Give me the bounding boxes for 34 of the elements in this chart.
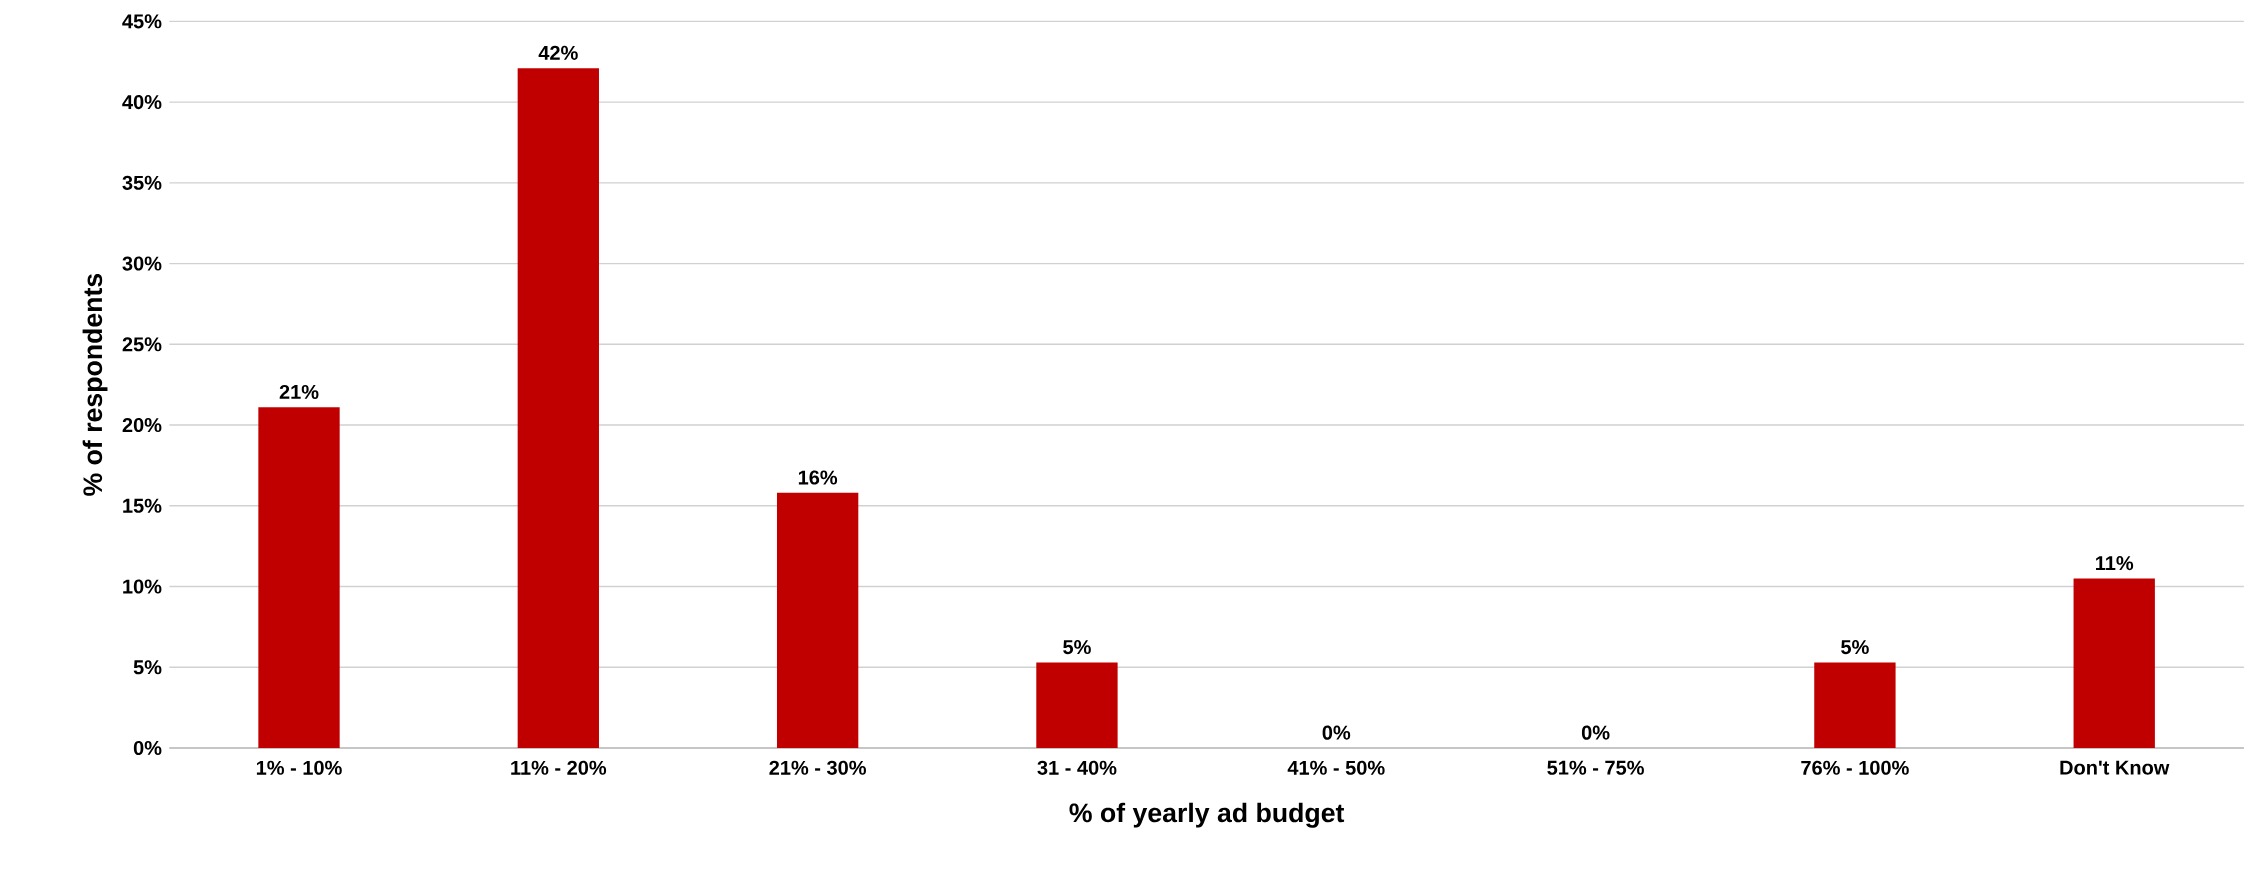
data-label: 21% xyxy=(279,385,319,400)
y-tick-label: 10% xyxy=(123,579,162,594)
data-label: 16% xyxy=(798,470,838,485)
y-tick-label: 30% xyxy=(122,256,162,271)
bar xyxy=(517,68,599,749)
x-tick-label: Don't Know xyxy=(2060,760,2170,775)
bar xyxy=(258,407,340,749)
y-tick-label: 40% xyxy=(122,95,162,110)
bar xyxy=(1036,662,1118,749)
bar xyxy=(2073,578,2155,749)
data-label: 0% xyxy=(1322,725,1351,740)
y-tick-label: 25% xyxy=(122,337,162,352)
bar xyxy=(1814,662,1896,749)
x-tick-label: 31 - 40% xyxy=(1037,760,1117,776)
bar xyxy=(776,493,859,749)
x-tick-label: 1% - 10% xyxy=(256,760,342,776)
y-tick-label: 20% xyxy=(122,418,162,433)
y-tick-label: 15% xyxy=(123,498,162,513)
y-tick-label: 35% xyxy=(122,175,162,191)
y-tick-label: 45% xyxy=(122,14,162,29)
y-tick-label: 0% xyxy=(133,741,162,756)
x-tick-label: 41% - 50% xyxy=(1287,760,1385,776)
data-label: 5% xyxy=(1841,640,1869,655)
data-label: 0% xyxy=(1581,725,1610,740)
y-axis-title: % of respondents xyxy=(82,274,108,497)
data-label: 42% xyxy=(538,45,578,61)
x-tick-label: 11% - 20% xyxy=(511,760,607,776)
x-axis-title: % of yearly ad budget xyxy=(1069,802,1345,828)
x-tick-label: 21% - 30% xyxy=(769,760,866,776)
x-tick-label: 51% - 75% xyxy=(1547,760,1644,775)
x-tick-label: 76% - 100% xyxy=(1801,760,1909,776)
data-label: 5% xyxy=(1063,640,1091,655)
data-label: 11% xyxy=(2096,556,2134,571)
y-tick-label: 5% xyxy=(133,660,162,675)
